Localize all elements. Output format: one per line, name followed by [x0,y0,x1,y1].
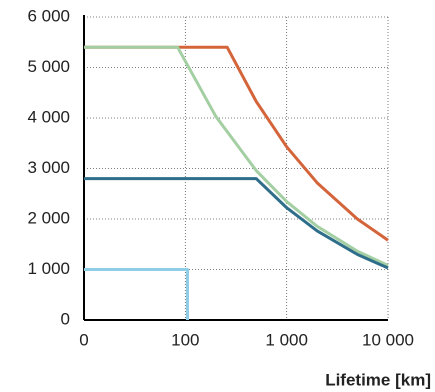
y-tick-label: 2 000 [27,208,70,227]
x-tick-label: 10 000 [362,330,414,349]
y-tick-label: 0 [61,309,70,328]
x-tick-label: 0 [79,330,88,349]
x-tick-label: 1 000 [265,330,308,349]
y-tick-label: 4 000 [27,107,70,126]
y-tick-label: 1 000 [27,259,70,278]
series-line [84,268,189,320]
x-axis-label: Lifetime [km] [325,370,431,389]
y-tick-label: 5 000 [27,57,70,76]
series-line [84,45,389,242]
series-line [84,45,389,267]
series-line [84,177,389,270]
x-tick-label: 100 [171,330,199,349]
y-tick-label: 3 000 [27,158,70,177]
y-tick-label: 6 000 [27,6,70,25]
